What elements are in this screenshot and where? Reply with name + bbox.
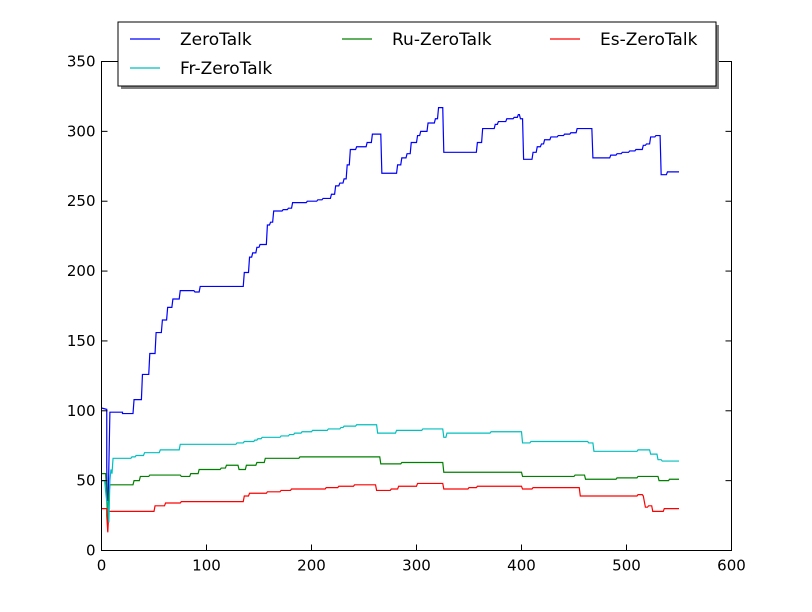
- x-tick-label: 600: [717, 557, 746, 575]
- y-tick-label: 200: [67, 262, 96, 280]
- x-tick-label: 300: [402, 557, 431, 575]
- y-tick-label: 350: [67, 53, 96, 71]
- y-tick-label: 100: [67, 402, 96, 420]
- x-tick-label: 100: [192, 557, 221, 575]
- series-line-0: [101, 107, 679, 531]
- y-axis: 0 50 100 150 200 250 300 350: [67, 53, 732, 560]
- series-lines: [101, 107, 679, 533]
- series-line-3: [101, 424, 679, 523]
- y-tick-label: 0: [86, 542, 96, 560]
- y-tick-label: 250: [67, 192, 96, 210]
- legend-label-3: Fr-ZeroTalk: [180, 59, 272, 79]
- series-line-1: [101, 456, 679, 529]
- legend: ZeroTalk Ru-ZeroTalk Es-ZeroTalk Fr-ZeroTal…: [117, 21, 719, 89]
- legend-label-0: ZeroTalk: [180, 30, 252, 50]
- y-tick-label: 300: [67, 122, 96, 140]
- y-tick-label: 150: [67, 332, 96, 350]
- x-axis: 0 100 200 300 400 500 600: [97, 61, 746, 575]
- y-tick-label: 50: [76, 472, 95, 490]
- x-tick-label: 200: [297, 557, 326, 575]
- legend-label-2: Es-ZeroTalk: [600, 30, 698, 50]
- x-tick-label: 400: [507, 557, 536, 575]
- x-tick-label: 0: [97, 557, 107, 575]
- legend-label-1: Ru-ZeroTalk: [392, 30, 492, 50]
- series-line-2: [101, 482, 679, 533]
- x-tick-label: 500: [612, 557, 641, 575]
- legend-box: [117, 21, 717, 87]
